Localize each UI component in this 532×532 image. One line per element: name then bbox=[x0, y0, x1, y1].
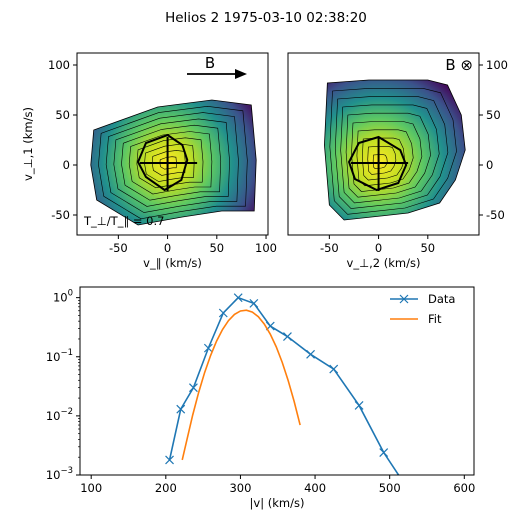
contour-ring bbox=[159, 156, 177, 170]
y-tick-label: -50 bbox=[486, 208, 505, 222]
y-tick-label: 50 bbox=[486, 108, 501, 122]
x-tick-label: 50 bbox=[420, 241, 435, 255]
contour-ring bbox=[98, 105, 248, 220]
y-tick-label: 0 bbox=[486, 158, 493, 172]
y-tick-label: -50 bbox=[51, 208, 70, 222]
y-tick-label: 100 bbox=[486, 58, 508, 72]
x-tick-label: 100 bbox=[80, 481, 102, 495]
legend-data-label: Data bbox=[428, 292, 455, 306]
contour-ring bbox=[362, 137, 405, 181]
data-point-marker bbox=[354, 401, 364, 410]
y-tick-label: 100 bbox=[48, 58, 70, 72]
contour-ring bbox=[329, 88, 457, 215]
x-tick-label: 600 bbox=[453, 481, 475, 495]
contour-ring bbox=[351, 121, 423, 192]
x-tick-label: 100 bbox=[255, 241, 277, 255]
x-tick-label: -50 bbox=[320, 241, 339, 255]
right-velocity-panel: -50 0 50 -50 0 50 100 v_⊥,2 (km/s) B ⊗ bbox=[287, 52, 508, 270]
x-tick-label: 400 bbox=[304, 481, 326, 495]
data-series-line bbox=[168, 296, 400, 475]
magnetic-field-label: B bbox=[205, 54, 215, 72]
data-point-marker bbox=[283, 332, 292, 341]
data-point-marker bbox=[233, 293, 243, 303]
y-tick-label: 50 bbox=[55, 108, 70, 122]
legend-fit-label: Fit bbox=[428, 312, 442, 326]
core-contour bbox=[347, 135, 408, 192]
temperature-ratio-label: T_⊥/T_∥ = 0.7 bbox=[83, 214, 164, 228]
x-axis-label: v_∥ (km/s) bbox=[143, 256, 202, 270]
contour-ring bbox=[372, 154, 388, 170]
figure-title: Helios 2 1975-03-10 02:38:20 bbox=[165, 10, 367, 26]
data-point-marker bbox=[249, 298, 259, 308]
y-tick-label: 0 bbox=[63, 158, 70, 172]
contour-ring bbox=[356, 129, 414, 187]
x-tick-label: 200 bbox=[155, 481, 177, 495]
core-contour bbox=[136, 133, 189, 192]
fit-series-line bbox=[181, 309, 301, 461]
contour-ring bbox=[367, 146, 397, 175]
contour-ring bbox=[113, 118, 230, 207]
data-point-marker bbox=[306, 349, 316, 359]
axes-frame bbox=[76, 52, 269, 236]
data-point-marker bbox=[203, 343, 213, 353]
y-axis-label: v_⊥,1 (km/s) bbox=[21, 107, 35, 181]
magnetic-field-label: B ⊗ bbox=[445, 56, 473, 74]
data-point-marker bbox=[176, 404, 186, 414]
contour-ring bbox=[334, 96, 449, 209]
left-velocity-panel: -50 0 50 100 -50 0 50 100 v_∥ (km/s) v_⊥,1 (km/s)… bbox=[21, 52, 277, 270]
contour-ring bbox=[345, 112, 431, 198]
contour-ring bbox=[121, 124, 222, 201]
plot-area bbox=[165, 293, 400, 475]
x-axis-label: |v| (km/s) bbox=[250, 496, 305, 510]
y-tick-label: 10−3 bbox=[46, 466, 73, 482]
axes-frame bbox=[79, 286, 475, 476]
x-tick-label: 0 bbox=[375, 241, 382, 255]
data-point-marker bbox=[165, 455, 174, 465]
x-tick-label: 300 bbox=[229, 481, 251, 495]
contour-ring bbox=[136, 137, 204, 189]
x-tick-label: 50 bbox=[209, 241, 224, 255]
legend-data-marker bbox=[399, 294, 409, 304]
x-tick-label: 500 bbox=[379, 481, 401, 495]
contour-ring bbox=[144, 143, 195, 182]
legend: Data Fit bbox=[390, 292, 455, 326]
data-point-marker bbox=[218, 308, 228, 318]
x-axis-label: v_⊥,2 (km/s) bbox=[347, 256, 421, 270]
contour-ring bbox=[151, 150, 186, 176]
y-tick-label: 100 bbox=[53, 289, 73, 305]
x-tick-label: -50 bbox=[109, 241, 128, 255]
data-point-marker bbox=[188, 383, 198, 393]
contour-ring bbox=[340, 104, 440, 204]
speed-distribution-panel: 100 200 300 400 500 600 10−3 10−2 10−1 100 |v| (km… bbox=[46, 286, 475, 510]
axes-frame bbox=[287, 52, 480, 236]
contour-ring bbox=[105, 112, 239, 213]
x-tick-label: 0 bbox=[164, 241, 171, 255]
data-point-marker bbox=[379, 448, 389, 457]
y-tick-label: 10−1 bbox=[46, 348, 73, 364]
contour-lines bbox=[98, 105, 248, 220]
arrow-head-icon bbox=[235, 69, 247, 79]
contour-lines bbox=[329, 88, 457, 215]
y-tick-label: 10−2 bbox=[46, 407, 73, 423]
data-point-marker bbox=[329, 364, 339, 374]
contour-ring bbox=[128, 131, 213, 195]
